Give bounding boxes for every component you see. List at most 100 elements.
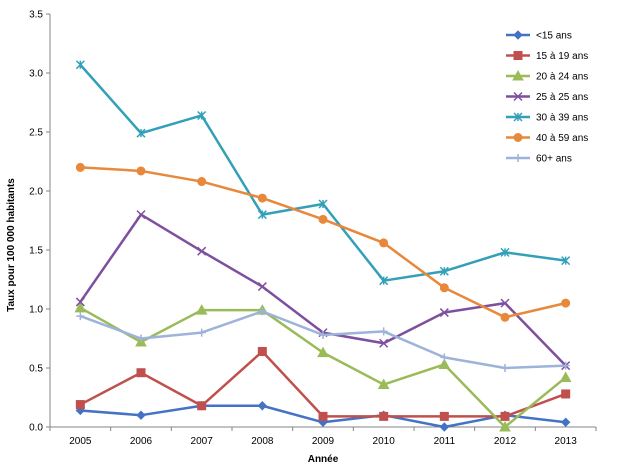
legend-entry-20-24-ans: 20 à 24 ans (506, 69, 588, 83)
data-point-25-25-ans (379, 338, 389, 348)
data-point-15-19-ans (75, 400, 85, 410)
data-point-15-19-ans (257, 346, 267, 356)
data-point-15-ans (439, 422, 450, 432)
data-point-30-39-ans (318, 199, 328, 209)
y-axis-title: Taux pour 100 000 habitants (6, 178, 17, 312)
data-point-25-25-ans (257, 282, 267, 292)
data-point-15-19-ans (379, 411, 389, 421)
series-line-40-59-ans (80, 166, 566, 319)
data-point-40-59-ans (561, 298, 571, 308)
data-point-30-39-ans (136, 128, 146, 138)
series-layer (74, 60, 572, 432)
data-point-40-59-ans (75, 162, 85, 172)
legend-swatch-marker (513, 133, 523, 142)
series-line-20-24-ans (79, 306, 567, 429)
series-line-25-25-ans (79, 213, 567, 367)
data-point-15-19-ans (197, 401, 207, 411)
legend-swatch-marker (513, 112, 523, 122)
x-tick-label: 2012 (494, 436, 517, 447)
data-point-15-19-ans (561, 389, 571, 399)
x-tick-label: 2006 (130, 436, 153, 447)
data-point-15-19-ans (500, 411, 510, 421)
data-point-25-25-ans (500, 298, 510, 308)
legend-label: <15 ans (536, 31, 572, 42)
data-point-40-59-ans (197, 177, 207, 187)
legend-entry-30-39-ans: 30 à 39 ans (506, 112, 588, 124)
data-point-40-59-ans (136, 166, 146, 176)
y-tick-label: 2.0 (29, 187, 43, 198)
data-point-25-25-ans (439, 308, 449, 318)
legend-swatch-marker (514, 154, 522, 162)
legend-label: 60+ ans (536, 154, 572, 165)
y-tick-label: 3.0 (29, 69, 43, 80)
data-point-20-24-ans (499, 420, 511, 432)
legend-entry-15-ans: <15 ans (506, 30, 572, 42)
series-25-25-ans (75, 210, 571, 371)
series-30-39-ans (75, 60, 571, 286)
data-point-30-39-ans (257, 210, 267, 220)
data-point-20-24-ans (195, 304, 208, 315)
data-point-25-25-ans (197, 246, 207, 256)
data-point-30-39-ans (439, 266, 449, 276)
series-line-15-19-ans (79, 350, 567, 418)
data-point-40-59-ans (318, 214, 328, 224)
data-point-60-ans (137, 334, 145, 343)
legend-entry-15-19-ans: 15 à 19 ans (506, 51, 588, 62)
data-point-60-ans (379, 327, 388, 336)
series-15-19-ans (75, 346, 571, 421)
legend-swatch-marker (512, 69, 524, 81)
data-point-15-ans (136, 410, 146, 420)
data-point-15-19-ans (318, 411, 328, 421)
legend-entry-40-59-ans: 40 à 59 ans (506, 133, 588, 144)
axes: 0.0 0.5 1.0 1.5 2.0 2.5 3.0 3.5 2005 2006 2007 2008… (29, 10, 597, 447)
legend-swatch-marker (513, 91, 523, 102)
series-60-ans (76, 307, 570, 372)
legend-label: 15 à 19 ans (536, 51, 588, 62)
legend: <15 ans 15 à 19 ans 20 à 24 ans 25 à 25 ans… (506, 30, 588, 165)
data-point-60-ans (319, 330, 327, 339)
series-line-60-ans (79, 310, 566, 370)
legend-label: 20 à 24 ans (536, 72, 588, 83)
data-point-60-ans (440, 353, 449, 362)
data-point-30-39-ans (197, 110, 207, 121)
y-tick-label: 2.5 (29, 128, 43, 139)
data-point-30-39-ans (379, 276, 389, 286)
data-point-60-ans (501, 364, 509, 372)
x-tick-label: 2013 (555, 436, 578, 447)
data-point-15-19-ans (439, 411, 449, 421)
data-point-30-39-ans (75, 60, 85, 70)
data-point-20-24-ans (559, 371, 572, 382)
y-tick-label: 0.5 (29, 364, 43, 375)
legend-swatch-marker (513, 51, 523, 60)
x-tick-label: 2008 (251, 436, 274, 447)
x-tick-label: 2010 (373, 436, 396, 447)
series-20-24-ans (74, 301, 572, 432)
data-point-20-24-ans (377, 378, 390, 390)
data-point-15-ans (560, 417, 571, 427)
data-point-15-ans (257, 401, 268, 411)
data-point-60-ans (561, 361, 570, 370)
data-point-30-39-ans (500, 247, 510, 257)
y-tick-label: 0.0 (29, 423, 43, 434)
x-axis-title: Année (308, 454, 339, 465)
series-40-59-ans (75, 162, 571, 322)
data-point-15-19-ans (136, 368, 146, 378)
data-point-25-25-ans (136, 210, 146, 220)
data-point-20-24-ans (317, 346, 329, 358)
data-point-60-ans (258, 307, 267, 316)
legend-entry-60-ans: 60+ ans (506, 154, 572, 165)
x-tick-label: 2007 (191, 436, 214, 447)
y-tick-label: 1.5 (29, 246, 43, 257)
y-tick-label: 1.0 (29, 305, 43, 316)
data-point-60-ans (76, 312, 85, 321)
legend-label: 40 à 59 ans (536, 133, 588, 144)
legend-label: 30 à 39 ans (536, 113, 588, 124)
legend-label: 25 à 25 ans (536, 92, 588, 103)
x-tick-label: 2011 (434, 436, 456, 447)
data-point-40-59-ans (439, 283, 449, 293)
data-point-20-24-ans (438, 358, 451, 369)
y-tick-label: 3.5 (29, 10, 43, 21)
data-point-20-24-ans (74, 301, 87, 313)
legend-entry-25-25-ans: 25 à 25 ans (506, 91, 588, 103)
